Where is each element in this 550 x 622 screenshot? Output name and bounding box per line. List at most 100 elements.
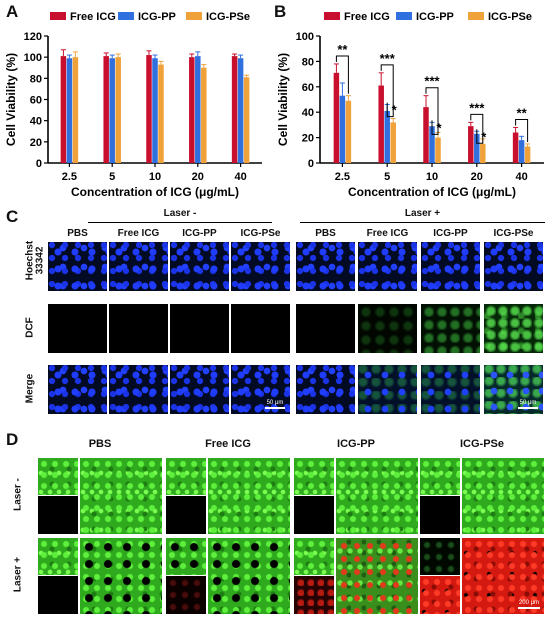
panel-c-scale-label: 50 μm: [266, 400, 284, 406]
panel-c-group-label: Laser -: [163, 208, 197, 219]
panel-d-small-dead-image: [38, 496, 78, 534]
panel-c-micrograph: [484, 304, 543, 353]
chart-a-y-tick-label: 60: [30, 95, 42, 107]
chart-a-bar-icg-pse: [115, 57, 121, 163]
chart-b-bar-icg-pp: [339, 95, 346, 163]
panel-c-micrograph: [109, 365, 168, 414]
chart-a-legend-swatch: [118, 12, 134, 20]
panel-d-merged-image: [462, 458, 544, 534]
chart-a-bar-icg-pse: [201, 67, 207, 163]
panel-c-micrograph: [358, 304, 417, 353]
chart-b-y-tick-label: 60: [302, 82, 314, 94]
chart-b-bar-icg-pse: [345, 100, 352, 163]
panel-c-micrograph: [358, 242, 417, 291]
panel-d-merged-image: [208, 458, 290, 534]
chart-b-x-tick-label: 20: [471, 171, 483, 183]
chart-a-y-tick-label: 80: [30, 73, 42, 85]
panel-c-micrograph: [421, 304, 480, 353]
chart-b-significance-bracket: [515, 118, 529, 142]
panel-c-group-line: [300, 222, 545, 223]
panel-c-micrograph: [484, 365, 543, 414]
panel-d-merged-image: [80, 538, 162, 614]
chart-b-cell-viability-laser: 0 20 40 60 80 100 Cell Viability (%) 2.5 5 10 20 40…: [276, 11, 544, 199]
chart-a-bar-icg-pp: [195, 56, 201, 163]
chart-a-legend-entry: Free ICG: [70, 11, 116, 23]
chart-a-x-tick-label: 2.5: [62, 171, 77, 183]
chart-b-bar-free-icg: [512, 132, 519, 163]
panel-c-column-label: ICG-PP: [433, 228, 468, 239]
panel-c-micrograph: [48, 242, 107, 291]
chart-a-x-tick-label: 40: [234, 171, 246, 183]
panel-c-micrograph: [421, 365, 480, 414]
panel-letter-c: C: [6, 207, 19, 226]
panel-c-micrograph: [109, 304, 168, 353]
chart-b-bar-icg-pse: [524, 146, 531, 163]
chart-b-bar-icg-pp: [429, 126, 435, 163]
chart-a-y-tick-label: 120: [24, 31, 42, 43]
chart-a-bar-icg-pp: [152, 58, 158, 163]
panel-c-row-label: 33342: [34, 246, 46, 274]
chart-b-bar-free-icg: [468, 126, 474, 163]
chart-b-legend-swatch: [324, 12, 340, 20]
chart-b-bar-free-icg: [423, 107, 429, 163]
chart-b-bar-icg-pse: [390, 122, 396, 163]
chart-a-legend-entry: ICG-PSe: [206, 11, 250, 23]
panel-d-small-dead-image: [294, 576, 334, 614]
panel-c-micrograph: [296, 242, 355, 291]
panel-d-live-dead-staining: PBS Free ICG ICG-PP ICG-PSe Laser - Laser + 20…: [0, 428, 550, 622]
chart-b-bar-free-icg: [333, 72, 340, 163]
panel-d-scale-bar: 200 μm: [518, 600, 540, 609]
chart-a-bar-icg-pse: [243, 77, 250, 163]
chart-a-x-tick-label: 10: [149, 171, 161, 183]
panel-c-micrograph: [484, 242, 543, 291]
chart-a-bar-icg-pp: [237, 58, 244, 163]
chart-b-significance-bracket: [380, 64, 394, 117]
chart-a-bar-icg-pp: [66, 58, 73, 163]
panel-c-scale-line: [265, 407, 285, 409]
chart-a-legend-swatch: [50, 12, 66, 20]
chart-b-legend-entry: ICG-PP: [416, 11, 454, 23]
chart-b-bar-icg-pp: [384, 110, 390, 163]
panel-d-row-label: Laser -: [12, 478, 24, 511]
panel-d-scale-label: 200 μm: [518, 600, 540, 606]
panel-c-micrograph: [421, 242, 480, 291]
chart-b-bar-icg-pp: [474, 133, 480, 163]
panel-c-group-line: [88, 222, 272, 223]
chart-a-x-tick-label: 5: [109, 171, 115, 183]
chart-b-significance-label: **: [337, 42, 348, 57]
panel-c-micrograph: [109, 242, 168, 291]
chart-b-significance-label: *: [392, 103, 398, 118]
chart-a-bar-free-icg: [146, 55, 152, 163]
chart-b-legend-swatch: [468, 12, 484, 20]
panel-d-merged-image: [80, 458, 162, 534]
chart-a-bar-icg-pp: [109, 58, 115, 163]
chart-b-significance-label: *: [481, 129, 487, 144]
panel-d-small-dead-image: [420, 496, 460, 534]
panel-d-merged-image: [336, 458, 418, 534]
chart-b-significance-bracket: [431, 120, 439, 135]
chart-b-y-axis-label: Cell Viability (%): [276, 53, 290, 146]
chart-b-x-tick-label: 5: [384, 171, 390, 183]
chart-b-x-tick-label: 40: [515, 171, 527, 183]
panel-c-column-label: ICG-PP: [182, 228, 217, 239]
panel-c-micrograph: [170, 365, 229, 414]
panel-d-row-label: Laser +: [12, 556, 24, 593]
chart-b-legend-swatch: [396, 12, 412, 20]
chart-b-legend-entry: Free ICG: [344, 11, 390, 23]
chart-b-significance-label: ***: [380, 51, 396, 66]
chart-a-y-axis-label: Cell Viability (%): [4, 53, 18, 146]
panel-d-column-label: PBS: [88, 438, 112, 450]
panel-c-micrograph: [231, 242, 290, 291]
panel-d-small-live-image: [294, 458, 334, 495]
chart-b-y-tick-label: 80: [302, 56, 314, 68]
chart-a-bar-free-icg: [60, 56, 67, 163]
panel-c-column-label: PBS: [67, 228, 88, 239]
chart-a-cell-viability-dark: 0 20 40 60 80 100 120 Cell Viability (%) 2.5 5 10 2…: [4, 11, 262, 199]
chart-b-significance-bracket: [470, 113, 484, 137]
panel-d-small-dead-image: [294, 496, 334, 534]
panel-c-column-label: ICG-PSe: [493, 228, 534, 239]
panel-c-column-label: ICG-PSe: [240, 228, 281, 239]
panel-c-column-label: PBS: [315, 228, 336, 239]
panel-letter-d: D: [6, 430, 19, 449]
panel-c-ros-imaging: Laser - Laser + PBS Free ICG ICG-PP ICG-PSe PB…: [0, 205, 550, 427]
